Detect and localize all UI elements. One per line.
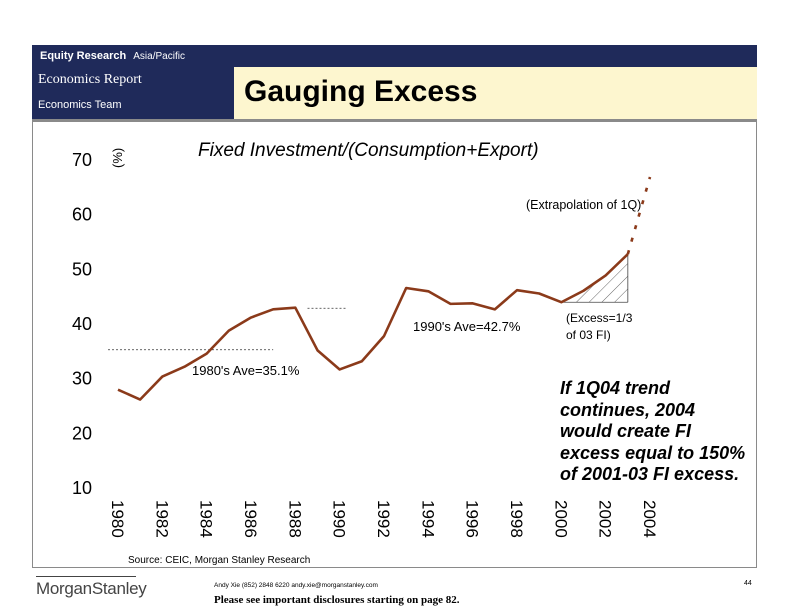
x-tick-label: 1982 [152,500,171,538]
y-tick-label: 70 [72,150,92,170]
extrapolation-label: (Extrapolation of 1Q) [526,198,641,212]
excess-label-line2: of 03 FI) [566,328,611,342]
y-tick-label: 50 [72,259,92,279]
logo-rule [36,576,136,577]
chart-panel [32,122,757,568]
disclosure-link[interactable]: Please see important disclosures startin… [214,594,460,606]
x-tick-label: 1984 [197,500,216,538]
x-tick-label: 2002 [596,500,615,538]
series-line [117,253,629,401]
source-note: Source: CEIC, Morgan Stanley Research [128,555,311,566]
excess-label-line1: (Excess=1/3 [566,311,633,325]
morgan-stanley-logo: MorganStanley [36,576,147,599]
average-label-1980s: 1980's Ave=35.1% [192,363,300,378]
top-banner: Equity Research Asia/Pacific [32,45,757,67]
x-tick-label: 1992 [374,500,393,538]
header-title-panel: Gauging Excess [234,67,757,119]
x-tick-label: 1988 [285,500,304,538]
page-number: 44 [744,580,752,587]
y-tick-label: 60 [72,205,92,225]
y-tick-label: 20 [72,423,92,443]
y-tick-label: 10 [72,478,92,498]
x-tick-label: 1990 [330,500,349,538]
report-header: Economics Report Economics Team Gauging … [32,67,757,119]
logo-text: MorganStanley [36,579,147,598]
dept-label: Equity Research [40,50,127,62]
y-axis-unit: (%) [110,147,125,168]
header-shadow [32,119,757,122]
y-tick-label: 30 [72,369,92,389]
page-title: Gauging Excess [244,75,478,108]
x-tick-label: 1996 [463,500,482,538]
x-tick-label: 2004 [640,500,659,538]
report-type: Economics Report [38,72,142,87]
x-tick-label: 2000 [551,500,570,538]
chart-title: Fixed Investment/(Consumption+Export) [198,140,539,161]
x-tick-label: 1994 [418,500,437,538]
x-tick-label: 1980 [108,500,127,538]
header-left-panel: Economics Report Economics Team [32,67,234,119]
excess-area [561,254,628,303]
x-tick-label: 1998 [507,500,526,538]
callout-text: If 1Q04 trend continues, 2004 would crea… [560,378,746,484]
extrapolation-line [626,176,652,255]
analyst-contact: Andy Xie (852) 2848 6220 andy.xie@morgan… [214,582,378,589]
region-label: Asia/Pacific [133,51,185,62]
team-name: Economics Team [38,99,122,111]
x-tick-label: 1986 [241,500,260,538]
y-tick-label: 40 [72,314,92,334]
average-label-1990s: 1990's Ave=42.7% [413,319,521,334]
